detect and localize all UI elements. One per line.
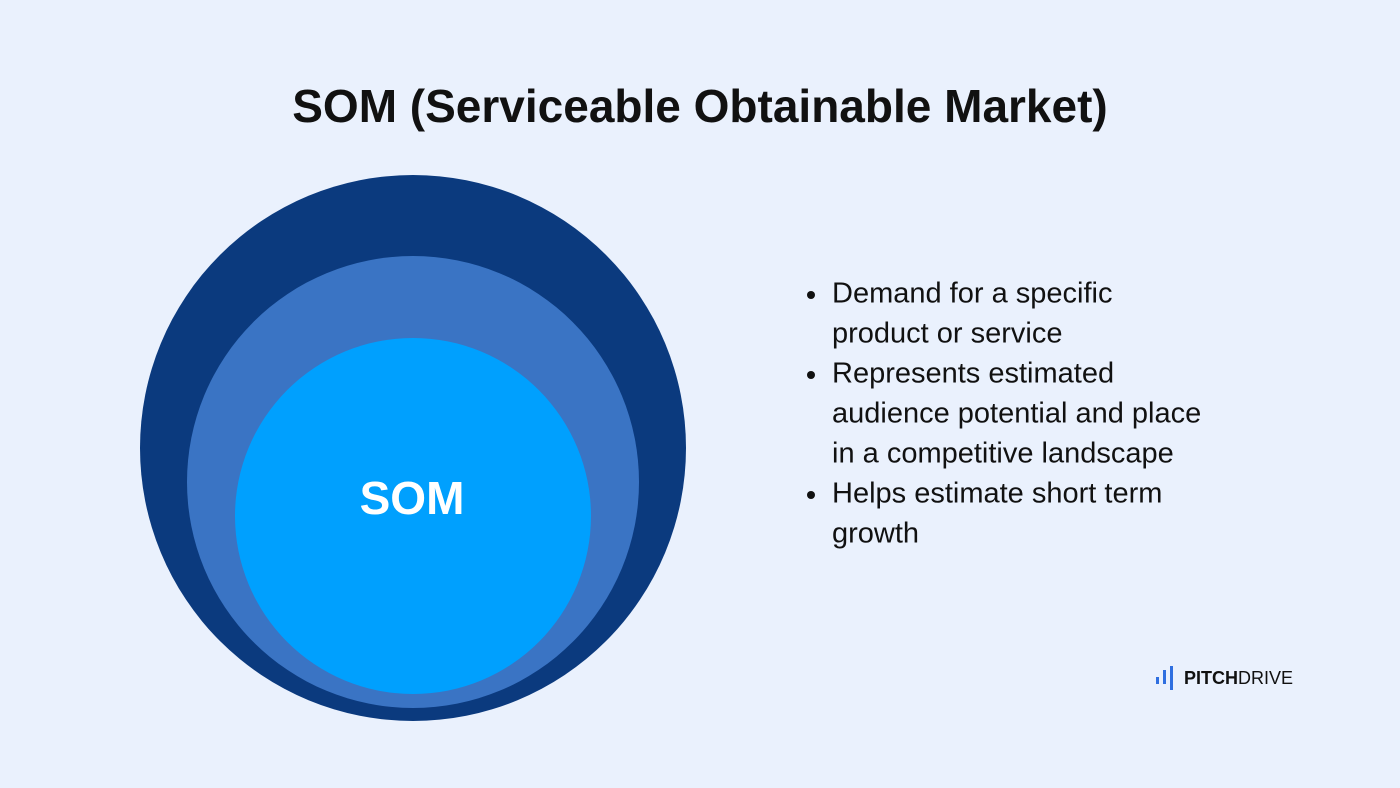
bullet-dot bbox=[807, 291, 815, 299]
logo: PITCHDRIVE bbox=[1156, 666, 1293, 690]
bullet-text: in a competitive landscape bbox=[832, 438, 1174, 470]
bullet-text: Demand for a specific bbox=[832, 278, 1112, 310]
bullet-text: Helps estimate short term bbox=[832, 478, 1162, 510]
bullet-dot bbox=[807, 491, 815, 499]
bullet-text: product or service bbox=[832, 318, 1063, 350]
circle-label: SOM bbox=[360, 472, 465, 524]
bullet-text: growth bbox=[832, 518, 919, 550]
bullet-text: audience potential and place bbox=[832, 398, 1201, 430]
logo-text: PITCHDRIVE bbox=[1184, 668, 1293, 688]
logo-bold: PITCH bbox=[1184, 668, 1238, 688]
logo-bar bbox=[1163, 670, 1166, 684]
bullet-dot bbox=[807, 371, 815, 379]
bullet-text: Represents estimated bbox=[832, 358, 1114, 390]
logo-bar bbox=[1170, 666, 1173, 690]
bullet-list: Demand for a specific product or service R… bbox=[807, 278, 1201, 550]
title: SOM (Serviceable Obtainable Market) bbox=[292, 80, 1108, 132]
logo-bar bbox=[1156, 677, 1159, 684]
inner-circle bbox=[235, 338, 591, 694]
logo-light: DRIVE bbox=[1238, 668, 1293, 688]
